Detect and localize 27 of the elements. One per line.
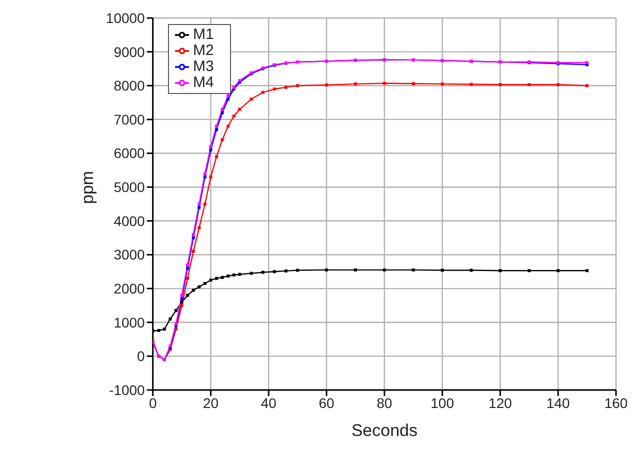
y-tick-label: 0 [137, 348, 146, 364]
x-tick-label: 20 [202, 394, 219, 411]
y-tick-label: 3000 [114, 246, 146, 263]
x-tick-label: 40 [260, 394, 277, 411]
legend-label: M4 [193, 74, 214, 91]
y-tick-label: 1000 [114, 314, 146, 330]
x-tick-label: 160 [604, 394, 628, 411]
x-tick-label: 120 [488, 394, 512, 411]
legend-label: M1 [193, 26, 214, 43]
y-tick-label: 9000 [114, 44, 146, 60]
legend-label: M2 [193, 42, 214, 59]
y-tick-label: 8000 [114, 78, 146, 94]
y-tick-label: 4000 [114, 212, 146, 229]
y-tick-label: 10000 [106, 10, 146, 26]
y-axis-title: ppm [78, 170, 97, 204]
y-tick-label: 5000 [114, 179, 146, 196]
x-tick-label: 0 [148, 394, 157, 411]
y-tick-label: 6000 [114, 145, 146, 162]
y-tick-label: 7000 [114, 111, 146, 128]
y-tick-label: 2000 [114, 280, 146, 297]
y-tick-label: -1000 [109, 382, 146, 398]
x-tick-label: 140 [546, 394, 570, 411]
x-tick-label: 80 [376, 394, 392, 411]
legend-label: M3 [193, 58, 214, 75]
x-axis-title: Seconds [351, 421, 418, 440]
x-tick-label: 60 [318, 394, 335, 411]
x-tick-label: 100 [430, 394, 454, 411]
